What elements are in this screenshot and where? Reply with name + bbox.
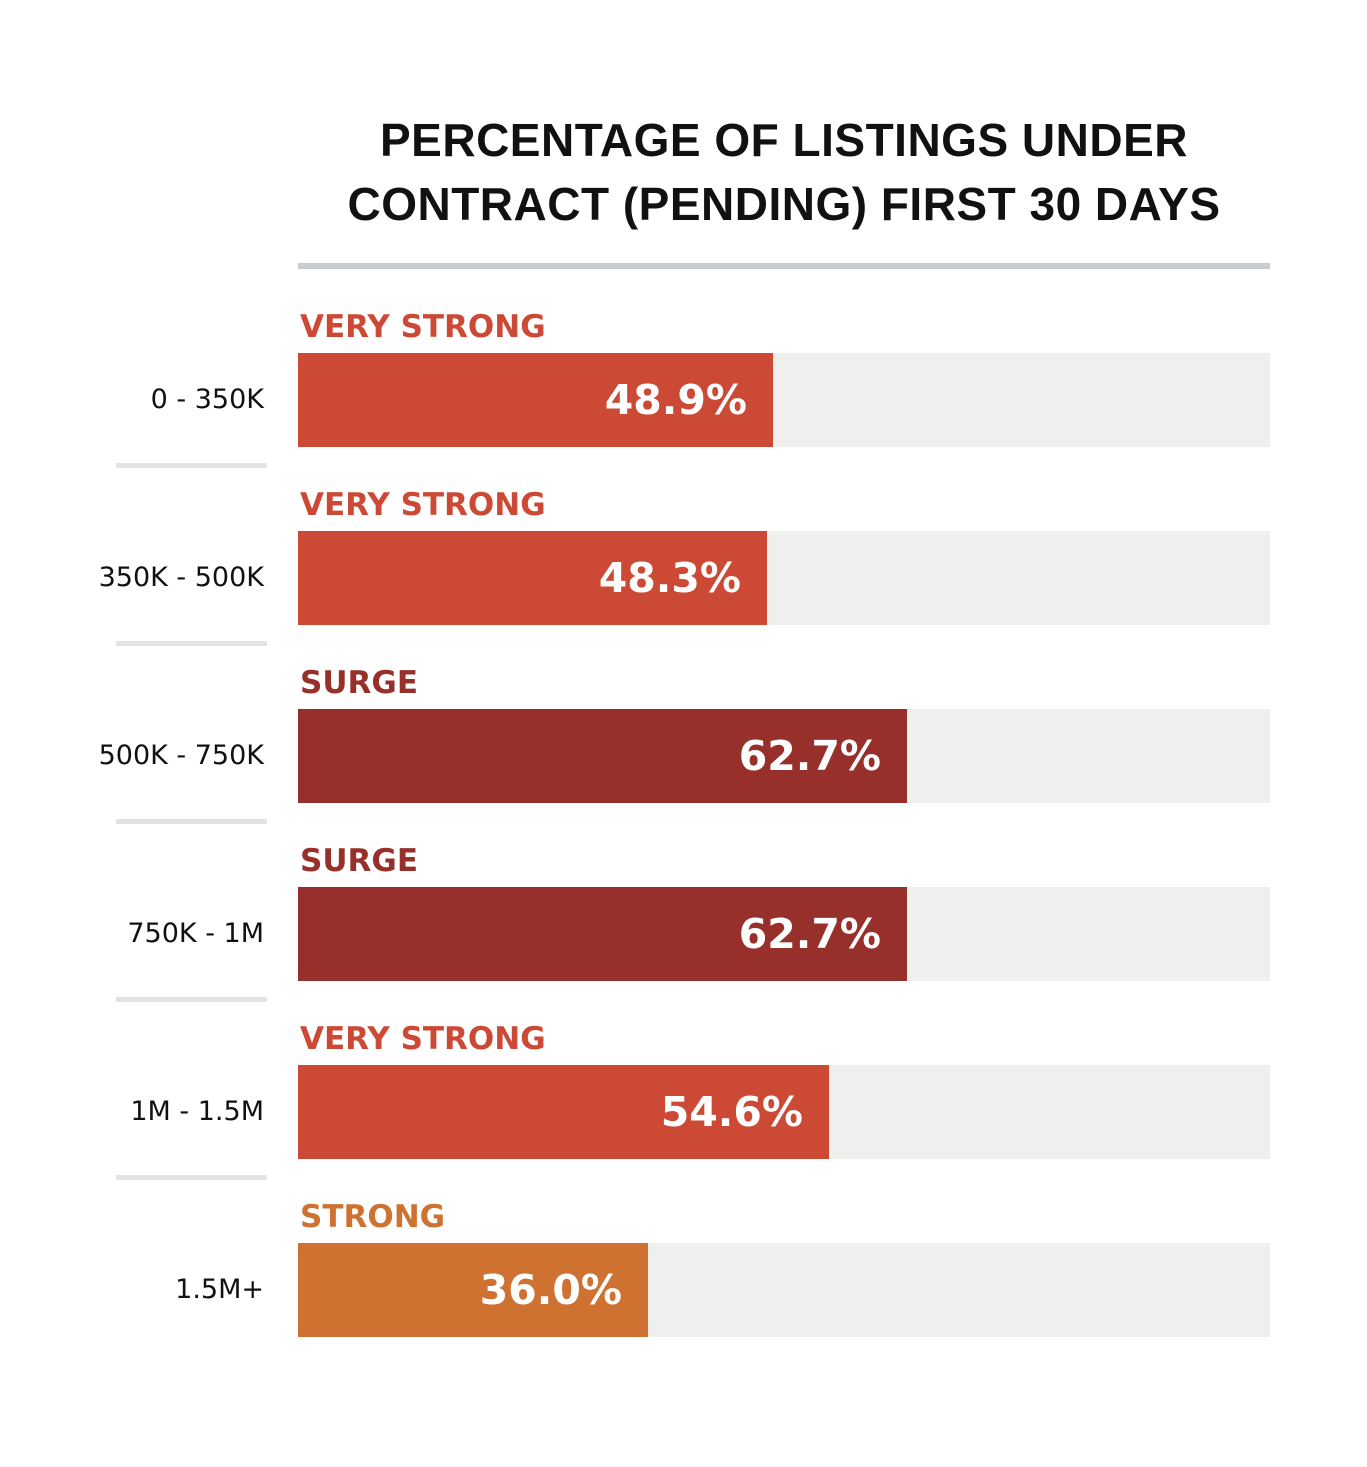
status-label: VERY STRONG [300, 1021, 546, 1057]
row-separator [116, 463, 267, 468]
status-label: STRONG [300, 1199, 446, 1235]
bar: 54.6% [298, 1065, 829, 1159]
category-label: 750K - 1M [127, 918, 264, 949]
row-separator [116, 819, 267, 824]
chart-title-line-2: CONTRACT (PENDING) FIRST 30 DAYS [347, 178, 1221, 230]
status-label: SURGE [300, 843, 418, 879]
bar-row: VERY STRONG 350K - 500K 48.3% [0, 485, 1367, 663]
bar: 48.9% [298, 353, 773, 447]
data-label: 62.7% [738, 732, 881, 780]
status-label: VERY STRONG [300, 487, 546, 523]
bar-track: 48.9% [298, 353, 1270, 447]
bar-track: 48.3% [298, 531, 1270, 625]
bar: 48.3% [298, 531, 767, 625]
category-label: 350K - 500K [98, 562, 264, 593]
chart-title: PERCENTAGE OF LISTINGS UNDER CONTRACT (P… [298, 108, 1270, 236]
data-label: 62.7% [738, 910, 881, 958]
status-label: VERY STRONG [300, 309, 546, 345]
status-label: SURGE [300, 665, 418, 701]
category-label: 0 - 350K [150, 384, 264, 415]
data-label: 54.6% [660, 1088, 803, 1136]
title-divider [298, 263, 1270, 269]
bar: 36.0% [298, 1243, 648, 1337]
bar-row: SURGE 500K - 750K 62.7% [0, 663, 1367, 841]
bar-row: VERY STRONG 0 - 350K 48.9% [0, 307, 1367, 485]
category-label: 500K - 750K [98, 740, 264, 771]
category-label: 1.5M+ [175, 1274, 264, 1305]
chart-title-line-1: PERCENTAGE OF LISTINGS UNDER [380, 114, 1188, 166]
bar: 62.7% [298, 709, 907, 803]
row-separator [116, 1175, 267, 1180]
category-label: 1M - 1.5M [130, 1096, 264, 1127]
data-label: 48.9% [604, 376, 747, 424]
bar-row: STRONG 1.5M+ 36.0% [0, 1197, 1367, 1375]
bar-track: 62.7% [298, 887, 1270, 981]
data-label: 36.0% [479, 1266, 622, 1314]
row-separator [116, 997, 267, 1002]
bar: 62.7% [298, 887, 907, 981]
bar-track: 36.0% [298, 1243, 1270, 1337]
row-separator [116, 641, 267, 646]
bar-track: 62.7% [298, 709, 1270, 803]
bar-track: 54.6% [298, 1065, 1270, 1159]
bar-row: SURGE 750K - 1M 62.7% [0, 841, 1367, 1019]
bar-row: VERY STRONG 1M - 1.5M 54.6% [0, 1019, 1367, 1197]
data-label: 48.3% [598, 554, 741, 602]
